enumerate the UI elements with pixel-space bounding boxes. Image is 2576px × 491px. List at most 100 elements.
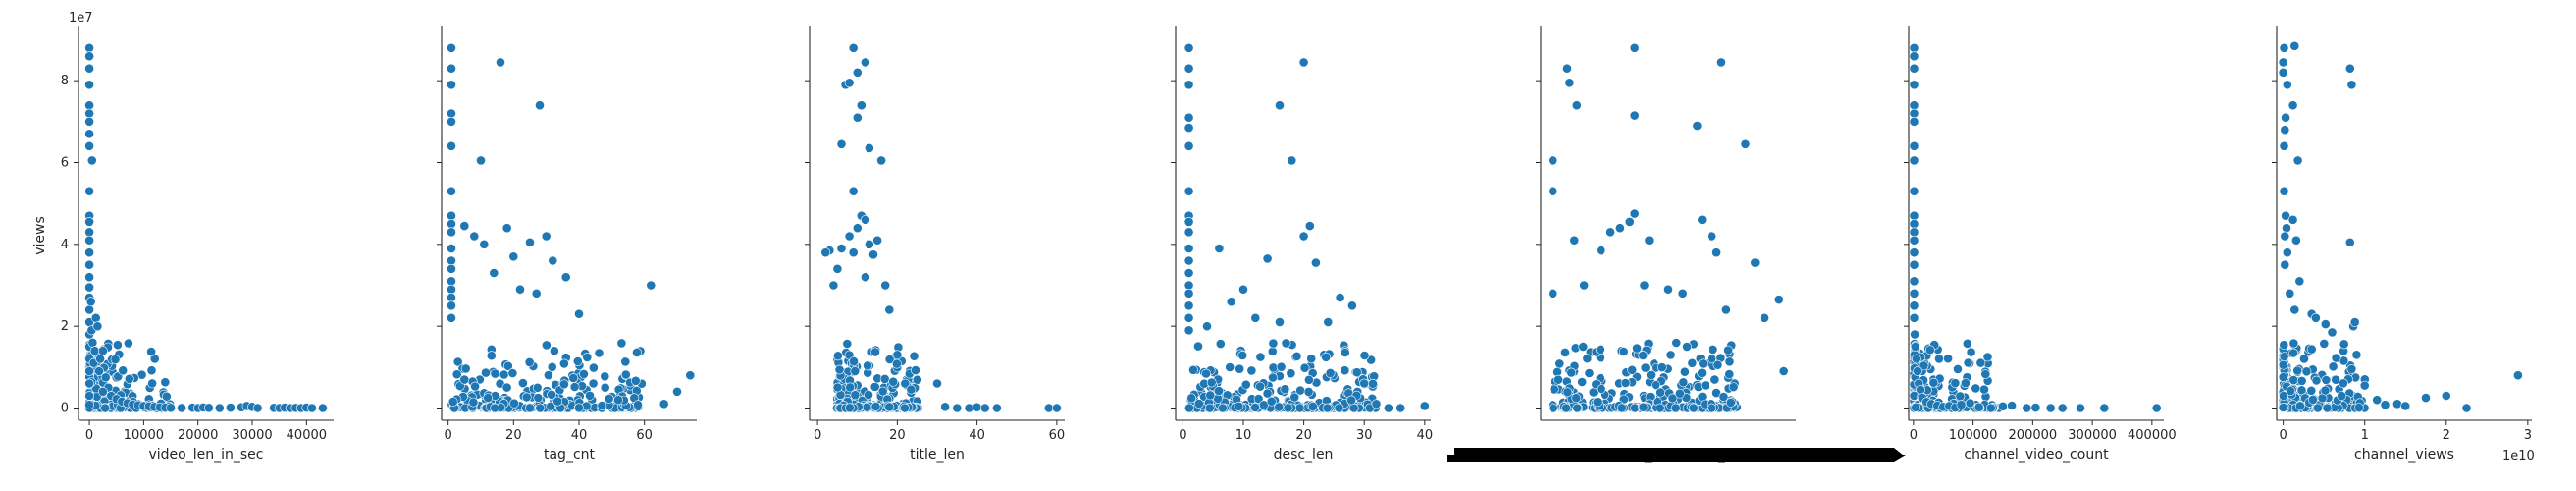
scatter-panel-4: channel_published_time — [1536, 26, 1796, 463]
scatter-point — [1215, 339, 1226, 349]
scatter-point — [2292, 155, 2303, 166]
scatter-point — [604, 394, 614, 404]
scatter-point — [84, 227, 94, 238]
scatter-point — [1962, 338, 1972, 349]
scatter-point — [447, 293, 456, 302]
scatter-point — [672, 386, 682, 397]
scatter-point — [1712, 359, 1723, 370]
scatter-point — [1721, 304, 1731, 315]
scatter-point — [447, 255, 456, 266]
scatter-point — [89, 346, 100, 356]
scatter-point — [1943, 354, 1953, 364]
scatter-point — [1183, 80, 1194, 90]
scatter-point — [1564, 78, 1575, 88]
scatter-point — [1953, 363, 1963, 374]
scatter-point — [1750, 257, 1761, 268]
scatter-point — [203, 403, 214, 413]
scatter-panel-6: 0 1 2 3 channel_views 1e10 — [2272, 26, 2535, 464]
scatter-point — [1909, 51, 1919, 62]
scatter-point — [1561, 403, 1571, 413]
scatter-point — [844, 231, 855, 242]
scatter-point — [594, 348, 605, 358]
scatter-point — [842, 339, 853, 349]
scatter-point — [1218, 403, 1228, 413]
scatter-point — [856, 100, 867, 111]
scatter-point — [2306, 385, 2317, 396]
scatter-point — [2294, 276, 2305, 287]
scatter-point — [911, 365, 920, 375]
scatter-point — [1909, 140, 1919, 151]
scatter-panel-3: 0 10 20 30 40 desc_len — [1171, 26, 1433, 463]
scatter-point — [1716, 57, 1726, 68]
scatter-point — [1909, 116, 1919, 127]
scatter-point — [460, 363, 471, 374]
scatter-point — [2292, 365, 2303, 376]
y-tick-label: 2 — [61, 319, 69, 334]
scatter-point — [836, 244, 847, 253]
scatter-point — [1909, 186, 1919, 196]
scatter-point — [547, 389, 556, 400]
scatter-point — [1321, 352, 1332, 362]
scatter-point — [1340, 365, 1350, 376]
scatter-point — [2337, 391, 2347, 401]
scatter-point — [2279, 140, 2289, 151]
scatter-point — [1262, 253, 1273, 264]
scatter-point — [2322, 403, 2333, 413]
scatter-point — [1909, 227, 1919, 238]
scatter-point — [2327, 327, 2338, 338]
scatter-point — [124, 373, 134, 384]
scatter-point — [90, 312, 101, 323]
scatter-point — [1183, 227, 1194, 238]
scatter-point — [1571, 100, 1582, 111]
scatter-point — [992, 403, 1002, 413]
scatter-point — [1675, 388, 1685, 399]
scatter-point — [1979, 384, 1989, 395]
scatter-point — [1663, 284, 1673, 295]
scatter-point — [507, 368, 518, 378]
scatter-point — [2279, 391, 2288, 401]
x-axis-label: desc_len — [1274, 447, 1334, 463]
scatter-point — [820, 247, 831, 258]
scatter-point — [1183, 325, 1194, 336]
scatter-point — [861, 214, 870, 225]
scatter-point — [1214, 244, 1225, 253]
scatter-point — [852, 223, 863, 234]
scatter-point — [2099, 403, 2110, 413]
scatter-point — [1283, 403, 1293, 413]
x-tick-label: 1 — [2361, 428, 2369, 443]
scatter-point — [2310, 312, 2321, 323]
scatter-point — [1052, 403, 1062, 413]
scatter-point — [1910, 342, 1920, 352]
scatter-point — [98, 346, 108, 356]
scatter-point — [861, 272, 870, 283]
scatter-point — [525, 403, 535, 413]
scatter-point — [489, 268, 499, 278]
scatter-point — [1955, 391, 1966, 402]
scatter-point — [1193, 399, 1204, 409]
scatter-point — [92, 321, 103, 332]
scatter-point — [1725, 397, 1736, 408]
scatter-point — [447, 116, 456, 127]
scatter-point — [146, 365, 157, 376]
scatter-point — [1656, 387, 1666, 398]
scatter-point — [452, 356, 463, 367]
scatter-point — [2307, 394, 2318, 405]
scatter-point — [531, 288, 542, 299]
scatter-point — [1250, 402, 1260, 412]
scatter-point — [876, 155, 886, 166]
scatter-point — [1711, 247, 1721, 258]
scatter-point — [2287, 100, 2298, 111]
scatter-point — [1605, 227, 1615, 238]
scatter-point — [2344, 237, 2355, 247]
scatter-point — [597, 401, 607, 410]
scatter-point — [1289, 392, 1300, 403]
scatter-point — [589, 362, 599, 373]
scatter-point — [630, 375, 641, 386]
scatter-point — [1253, 394, 1264, 404]
scatter-point — [84, 42, 94, 53]
scatter-point — [447, 140, 456, 151]
y-tick-label: 0 — [61, 402, 69, 416]
scatter-point — [1620, 378, 1631, 388]
scatter-point — [884, 355, 895, 364]
x-tick-label: 0 — [1179, 428, 1186, 443]
